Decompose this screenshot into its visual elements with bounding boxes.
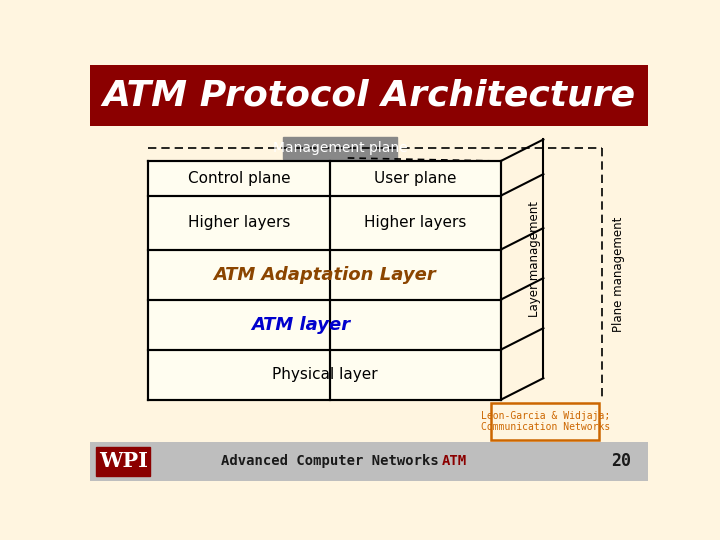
FancyBboxPatch shape — [284, 137, 397, 159]
Text: WPI: WPI — [99, 451, 148, 471]
FancyBboxPatch shape — [492, 403, 599, 440]
Text: Control plane: Control plane — [188, 171, 290, 186]
Bar — [90, 65, 648, 126]
Text: Plane management: Plane management — [612, 216, 625, 332]
Text: Management plane: Management plane — [273, 141, 408, 155]
Text: 20: 20 — [611, 453, 631, 470]
Text: ATM: ATM — [441, 454, 467, 468]
Text: ATM Adaptation Layer: ATM Adaptation Layer — [213, 266, 436, 284]
Text: Higher layers: Higher layers — [188, 215, 290, 230]
Bar — [148, 249, 500, 300]
Text: ATM Protocol Architecture: ATM Protocol Architecture — [102, 79, 636, 113]
Text: Leon-Garcia & Widjaja;
Communication Networks: Leon-Garcia & Widjaja; Communication Net… — [481, 410, 610, 432]
Text: Higher layers: Higher layers — [364, 215, 467, 230]
Bar — [148, 350, 500, 400]
Text: User plane: User plane — [374, 171, 456, 186]
Bar — [148, 161, 500, 195]
Text: Advanced Computer Networks: Advanced Computer Networks — [221, 454, 439, 468]
Bar — [148, 300, 500, 350]
Bar — [148, 195, 500, 249]
Text: Layer management: Layer management — [528, 201, 541, 317]
Bar — [90, 442, 648, 481]
Bar — [96, 448, 150, 476]
Text: Physical layer: Physical layer — [271, 367, 377, 382]
Text: ATM layer: ATM layer — [251, 316, 351, 334]
